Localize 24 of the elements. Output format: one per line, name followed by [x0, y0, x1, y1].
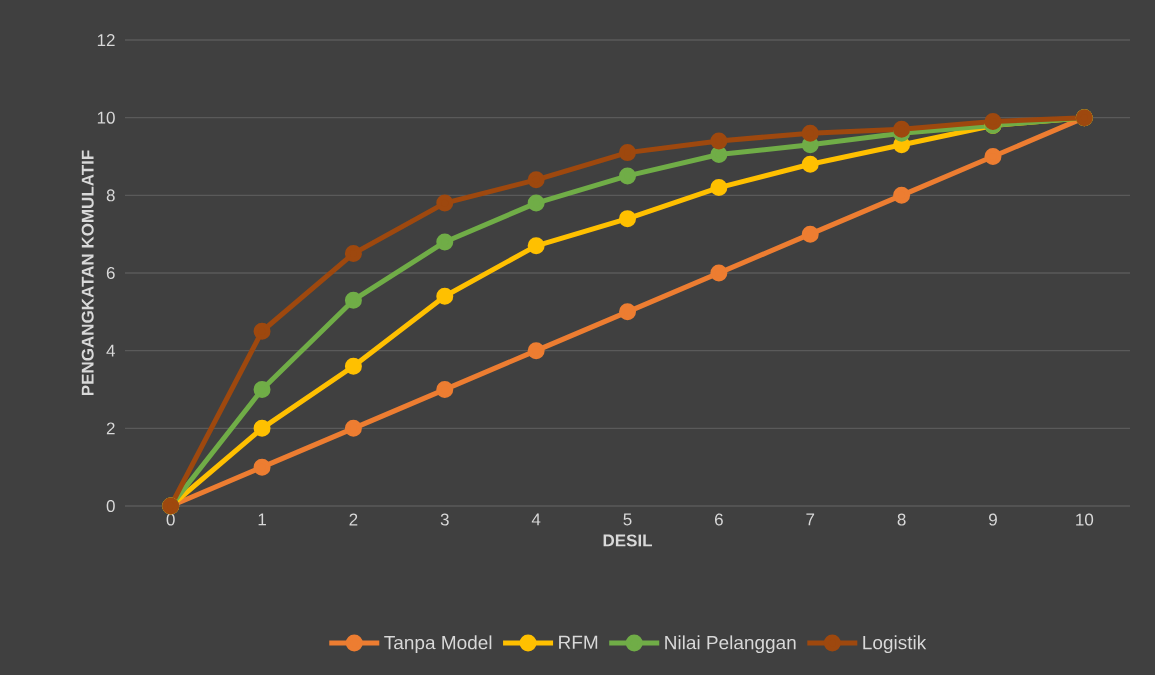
x-tick-label: 1: [258, 513, 266, 526]
y-axis-title: PENGANGKATAN KOMULATIF: [81, 150, 94, 396]
x-tick-label: 2: [349, 513, 358, 526]
y-tick-label: 8: [106, 189, 115, 202]
y-tick-label: 0: [106, 499, 115, 513]
x-tick-label: 7: [806, 513, 815, 526]
x-tick-label: 6: [715, 513, 723, 526]
y-tick-label: 2: [106, 422, 115, 435]
y-tick-label: 6: [106, 266, 115, 280]
x-tick-label: 4: [531, 513, 541, 526]
x-tick-label: 9: [989, 513, 997, 526]
y-tick-label: 12: [97, 34, 115, 46]
legend-label: Logistik: [863, 635, 927, 654]
x-tick-label: 0: [166, 513, 175, 526]
y-tick-label: 10: [97, 111, 115, 124]
legend-label: Nilai Pelanggan: [665, 635, 796, 654]
x-tick-label: 10: [1076, 513, 1094, 526]
x-tick-label: 5: [623, 513, 632, 526]
y-tick-label: 4: [106, 344, 115, 357]
x-tick-label: 3: [440, 513, 449, 526]
x-tick-label: 8: [897, 513, 906, 526]
legend-label: RFM: [559, 635, 598, 649]
x-axis-title: DESIL: [603, 534, 653, 547]
legend-label: Tanpa Model: [384, 635, 492, 654]
